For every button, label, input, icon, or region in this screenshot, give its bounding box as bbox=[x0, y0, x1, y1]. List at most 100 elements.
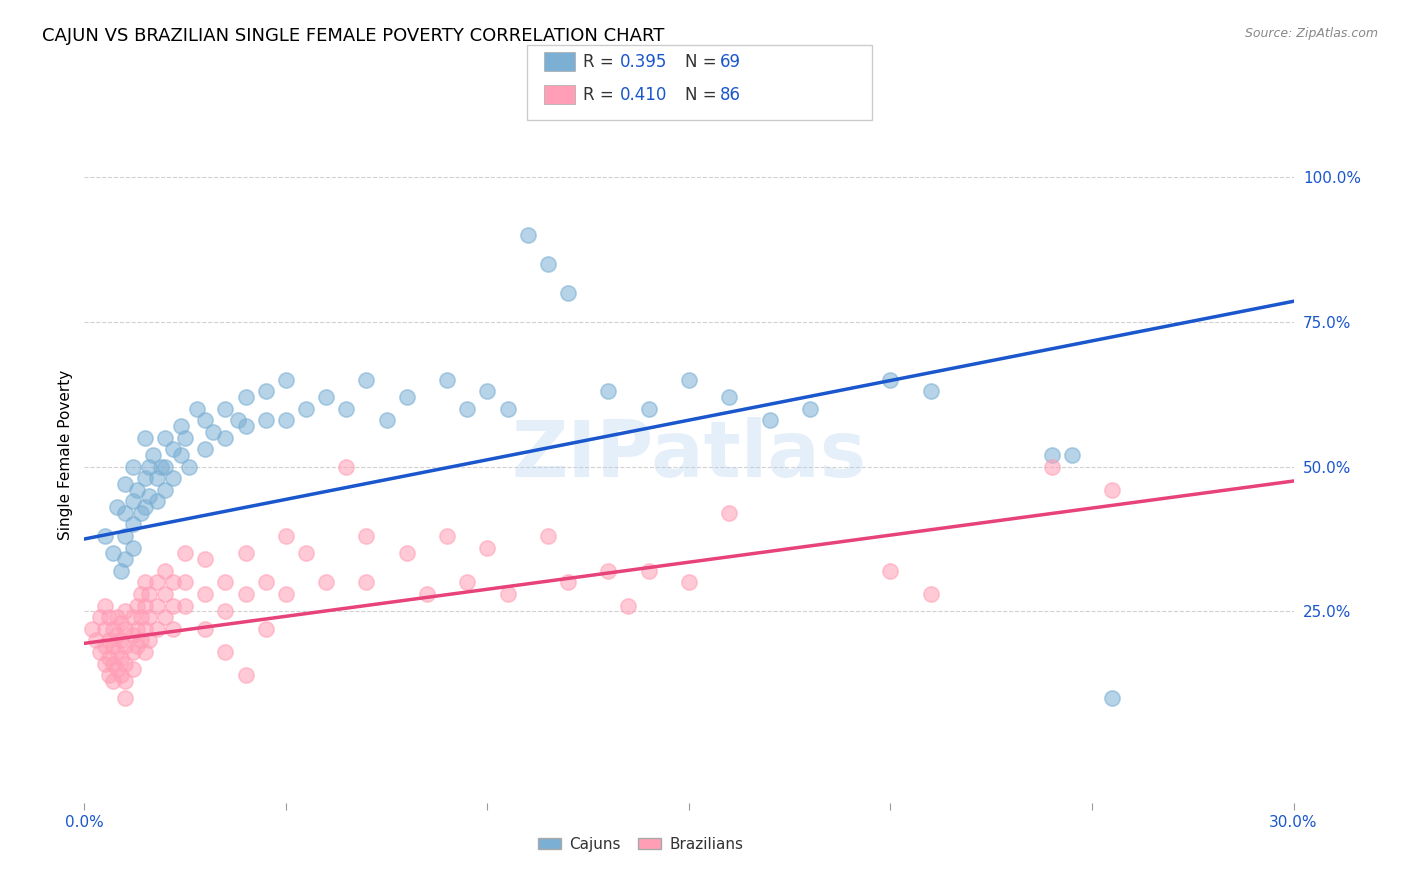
Point bbox=[194, 413, 217, 427]
Point bbox=[162, 622, 184, 636]
Text: 0.395: 0.395 bbox=[620, 53, 668, 70]
Point bbox=[121, 459, 143, 474]
Point bbox=[134, 622, 156, 636]
Point bbox=[101, 674, 124, 689]
Text: 86: 86 bbox=[720, 86, 741, 103]
Point bbox=[110, 633, 132, 648]
Point bbox=[356, 529, 378, 543]
Point bbox=[186, 401, 208, 416]
Point bbox=[146, 599, 169, 613]
Point bbox=[146, 575, 169, 590]
Point bbox=[179, 459, 201, 474]
Point bbox=[101, 622, 124, 636]
Point bbox=[274, 587, 297, 601]
Text: 69: 69 bbox=[720, 53, 741, 70]
Point bbox=[456, 401, 478, 416]
Point bbox=[114, 605, 136, 619]
Point bbox=[93, 639, 115, 653]
Point bbox=[194, 587, 217, 601]
Point bbox=[125, 483, 148, 497]
Point bbox=[274, 529, 297, 543]
Point bbox=[114, 639, 136, 653]
Point bbox=[254, 622, 277, 636]
Point bbox=[537, 257, 560, 271]
Point bbox=[125, 639, 148, 653]
Point bbox=[557, 285, 579, 300]
Point bbox=[799, 401, 821, 416]
Point bbox=[214, 575, 236, 590]
Point bbox=[93, 599, 115, 613]
Point bbox=[101, 657, 124, 671]
Point bbox=[121, 645, 143, 659]
Point bbox=[356, 373, 378, 387]
Point bbox=[138, 459, 160, 474]
Point bbox=[114, 657, 136, 671]
Point bbox=[138, 610, 160, 624]
Point bbox=[105, 610, 128, 624]
Point bbox=[758, 413, 780, 427]
Point bbox=[315, 575, 337, 590]
Point bbox=[214, 605, 236, 619]
Point bbox=[97, 651, 120, 665]
Point bbox=[105, 662, 128, 677]
Point bbox=[121, 628, 143, 642]
Point bbox=[254, 575, 277, 590]
Point bbox=[477, 541, 499, 555]
Point bbox=[149, 459, 172, 474]
Point bbox=[93, 529, 115, 543]
Point bbox=[134, 599, 156, 613]
Point bbox=[617, 599, 640, 613]
Point bbox=[194, 622, 217, 636]
Point bbox=[235, 390, 257, 404]
Legend: Cajuns, Brazilians: Cajuns, Brazilians bbox=[531, 830, 749, 858]
Point bbox=[82, 622, 104, 636]
Point bbox=[395, 390, 418, 404]
Point bbox=[194, 552, 217, 566]
Point bbox=[718, 390, 741, 404]
Text: ZIPatlas: ZIPatlas bbox=[512, 417, 866, 493]
Point bbox=[274, 373, 297, 387]
Point bbox=[110, 615, 132, 630]
Point bbox=[174, 546, 197, 561]
Point bbox=[110, 668, 132, 682]
Point bbox=[105, 645, 128, 659]
Point bbox=[395, 546, 418, 561]
Point bbox=[162, 575, 184, 590]
Point bbox=[254, 384, 277, 398]
Point bbox=[114, 529, 136, 543]
Point bbox=[375, 413, 398, 427]
Point bbox=[1060, 448, 1083, 462]
Point bbox=[101, 639, 124, 653]
Y-axis label: Single Female Poverty: Single Female Poverty bbox=[58, 370, 73, 540]
Point bbox=[146, 471, 169, 485]
Point bbox=[134, 471, 156, 485]
Point bbox=[110, 564, 132, 578]
Point bbox=[153, 587, 176, 601]
Point bbox=[142, 448, 165, 462]
Point bbox=[138, 633, 160, 648]
Point bbox=[153, 430, 176, 444]
Point bbox=[537, 529, 560, 543]
Point bbox=[456, 575, 478, 590]
Point bbox=[162, 471, 184, 485]
Point bbox=[129, 633, 152, 648]
Point bbox=[134, 430, 156, 444]
Point bbox=[153, 610, 176, 624]
Point bbox=[315, 390, 337, 404]
Point bbox=[416, 587, 439, 601]
Point bbox=[125, 599, 148, 613]
Point bbox=[678, 373, 700, 387]
Point bbox=[274, 413, 297, 427]
Point bbox=[436, 529, 458, 543]
Point bbox=[637, 401, 659, 416]
Point bbox=[162, 599, 184, 613]
Point bbox=[214, 430, 236, 444]
Point bbox=[86, 633, 108, 648]
Point bbox=[129, 610, 152, 624]
Point bbox=[477, 384, 499, 398]
Point bbox=[920, 384, 942, 398]
Point bbox=[97, 610, 120, 624]
Point bbox=[496, 587, 519, 601]
Text: R =: R = bbox=[583, 86, 620, 103]
Text: 0.410: 0.410 bbox=[620, 86, 668, 103]
